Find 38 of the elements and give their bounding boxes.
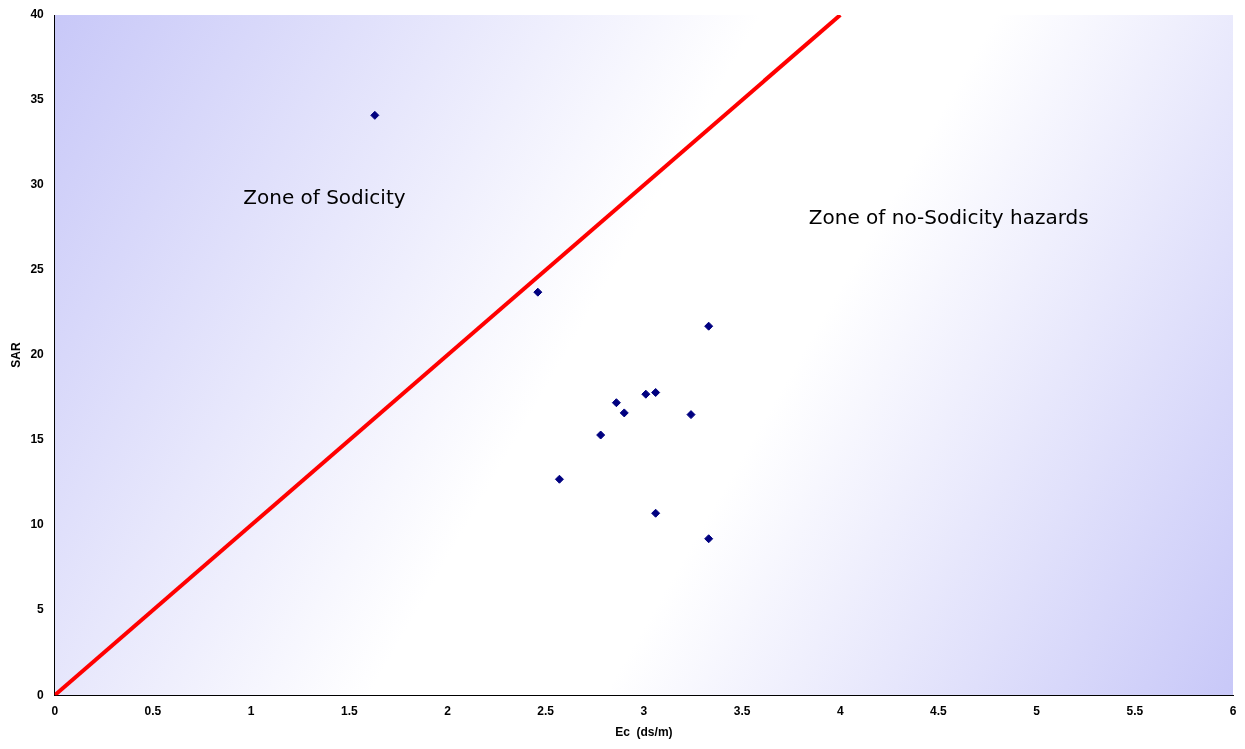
x-tick-label: 3.5	[733, 703, 751, 718]
x-tick-label: 1	[247, 703, 255, 718]
x-tick-label: 5.5	[1126, 703, 1144, 718]
x-tick-label: 3	[640, 703, 648, 718]
y-tick-label: 35	[30, 92, 45, 107]
x-tick-label: 2.5	[537, 703, 555, 718]
y-tick-label: 20	[30, 347, 45, 362]
y-tick-label: 10	[30, 517, 45, 532]
point	[704, 321, 714, 331]
y-tick-label: 5	[37, 602, 45, 617]
point	[686, 410, 696, 420]
x-tick-label: 4	[836, 703, 844, 718]
point	[533, 287, 543, 297]
y-axis-title: SAR	[8, 342, 23, 368]
point	[619, 408, 629, 418]
x-axis-title: Ec (ds/m)	[615, 725, 673, 740]
point	[370, 110, 380, 120]
point	[651, 508, 661, 518]
point	[704, 534, 714, 544]
x-tick-label: 6	[1229, 703, 1237, 718]
x-tick-label: 2	[444, 703, 452, 718]
point	[641, 389, 651, 399]
point	[596, 430, 606, 440]
x-tick-label: 1.5	[340, 703, 358, 718]
x-tick-label: 4.5	[930, 703, 948, 718]
y-tick-label: 15	[30, 432, 45, 447]
annotation: Zone of Sodicity	[243, 184, 406, 209]
point	[651, 388, 661, 398]
y-tick-label: 40	[30, 7, 45, 22]
y-tick-label: 25	[30, 262, 45, 277]
x-tick-label: 5	[1033, 703, 1041, 718]
point	[554, 474, 564, 484]
annotation: Zone of no-Sodicity hazards	[808, 205, 1089, 230]
y-tick-label: 30	[30, 177, 45, 192]
y-tick-label: 0	[37, 687, 45, 702]
x-tick-label: 0.5	[144, 703, 162, 718]
x-tick-label: 0	[51, 703, 59, 718]
point	[611, 398, 621, 408]
